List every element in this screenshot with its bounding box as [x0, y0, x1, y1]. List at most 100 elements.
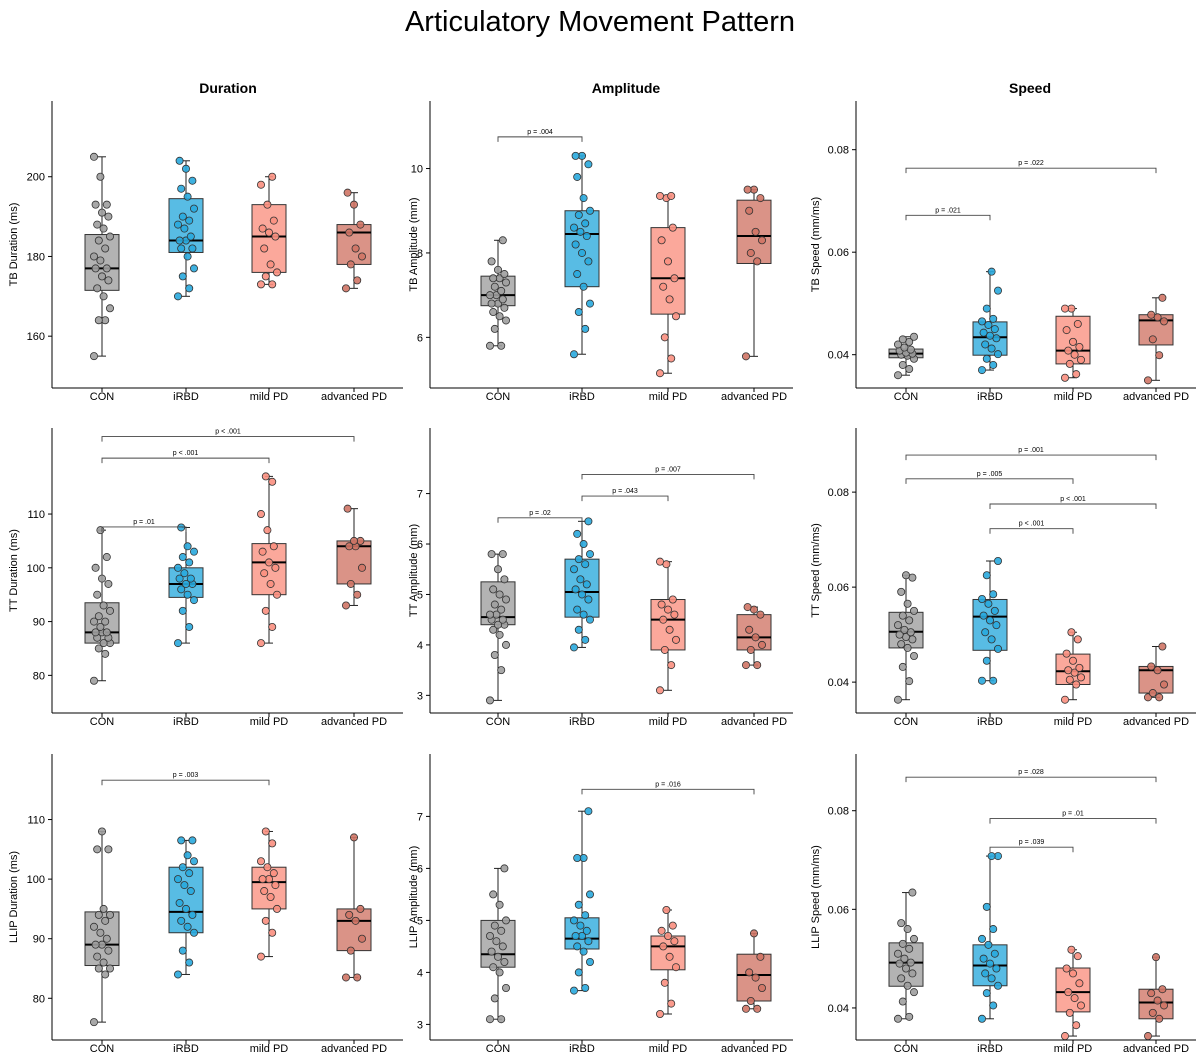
y-tick-label: 100 — [27, 563, 45, 575]
x-tick-label-irbd: iRBD — [977, 716, 1003, 728]
panel-llip-speed-mm-ms: 0.04 0.06 0.08 LLIP Speed (mm/ms) CON iRBD mil… — [810, 754, 1196, 1054]
y-axis-label: TB Speed (mm/ms) — [810, 197, 822, 292]
data-point — [898, 611, 907, 620]
box-advanced-pd — [336, 224, 372, 265]
data-point — [908, 888, 917, 897]
data-point — [910, 988, 919, 997]
y-tick-label: 7 — [417, 811, 423, 823]
data-point — [94, 910, 103, 919]
data-point — [495, 590, 504, 599]
data-point — [897, 974, 906, 983]
box-advanced-pd — [336, 908, 372, 952]
data-point — [751, 633, 760, 642]
significance-label: p = .004 — [527, 129, 553, 136]
data-point — [500, 575, 509, 584]
data-point — [180, 569, 189, 578]
data-point — [898, 335, 907, 344]
y-tick-label: 7 — [417, 489, 423, 501]
data-point — [1072, 1021, 1081, 1030]
data-point — [982, 571, 991, 580]
data-point — [994, 350, 1003, 359]
data-point — [102, 553, 111, 562]
data-point — [490, 650, 499, 659]
data-point — [579, 540, 588, 549]
data-point — [177, 836, 186, 845]
data-point — [263, 200, 272, 209]
data-point — [656, 1010, 665, 1019]
data-point — [91, 200, 100, 209]
data-point — [571, 240, 580, 249]
data-point — [1160, 680, 1169, 689]
data-point — [183, 590, 192, 599]
data-point — [570, 916, 579, 925]
data-point — [656, 369, 665, 378]
data-point — [989, 925, 998, 934]
data-point — [1144, 1032, 1153, 1041]
y-tick-label: 0.08 — [828, 487, 849, 499]
data-point — [189, 547, 198, 556]
y-tick-label: 0.04 — [828, 677, 849, 689]
significance-bracket — [101, 779, 270, 786]
data-point — [256, 857, 265, 866]
panel-tb-amplitude-mm: 6 8 10 TB Amplitude (mm) CON iRBD mild PD advan… — [408, 101, 793, 403]
data-point — [498, 942, 507, 951]
data-point — [656, 686, 665, 695]
data-point — [574, 555, 583, 564]
data-point — [664, 605, 673, 614]
x-tick-label-mild-pd: mild PD — [250, 391, 289, 403]
figure-title: Articulatory Movement Pattern — [404, 6, 796, 38]
x-tick-label-con: CON — [90, 1043, 115, 1054]
data-point — [492, 937, 501, 946]
data-point — [272, 590, 281, 599]
data-point — [266, 260, 275, 269]
data-point — [746, 997, 755, 1006]
data-point — [979, 954, 988, 963]
data-point — [571, 932, 580, 941]
data-point — [263, 526, 272, 535]
data-point — [94, 236, 103, 245]
data-point — [670, 274, 679, 283]
data-point — [101, 244, 110, 253]
data-point — [986, 331, 995, 340]
data-point — [898, 360, 907, 369]
data-point — [992, 964, 1001, 973]
data-point — [1061, 695, 1070, 704]
data-point — [586, 958, 595, 967]
data-point — [758, 984, 767, 993]
data-point — [903, 925, 912, 934]
data-point — [743, 603, 752, 612]
data-point — [986, 959, 995, 968]
data-point — [185, 622, 194, 631]
y-tick-label: 0.08 — [828, 806, 849, 818]
data-point — [898, 939, 907, 948]
data-point — [266, 893, 275, 902]
y-tick-label: 10 — [411, 164, 423, 176]
data-point — [489, 274, 498, 283]
y-tick-label: 4 — [417, 967, 423, 979]
data-point — [102, 200, 111, 209]
data-point — [356, 904, 365, 913]
data-point — [574, 900, 583, 909]
significance-bracket — [989, 528, 1074, 534]
x-tick-label-mild-pd: mild PD — [1054, 391, 1093, 403]
y-tick-label: 90 — [33, 617, 45, 629]
data-point — [343, 188, 352, 197]
data-point — [894, 621, 903, 630]
data-point — [746, 248, 755, 257]
column-title-speed: Speed — [1008, 80, 1051, 96]
y-tick-label: 160 — [27, 331, 45, 343]
data-point — [994, 286, 1003, 295]
y-axis-label: TT Duration (ms) — [8, 529, 20, 612]
y-axis-label: LLIP Duration (ms) — [8, 851, 20, 943]
significance-bracket — [497, 517, 583, 523]
data-point — [106, 232, 115, 241]
y-tick-label: 8 — [417, 248, 423, 260]
data-point — [578, 590, 587, 599]
y-axis-label: TB Duration (ms) — [8, 203, 20, 287]
data-point — [357, 934, 366, 943]
data-point — [490, 282, 499, 291]
data-point — [90, 1018, 99, 1027]
data-point — [272, 268, 281, 277]
data-point — [906, 958, 915, 967]
